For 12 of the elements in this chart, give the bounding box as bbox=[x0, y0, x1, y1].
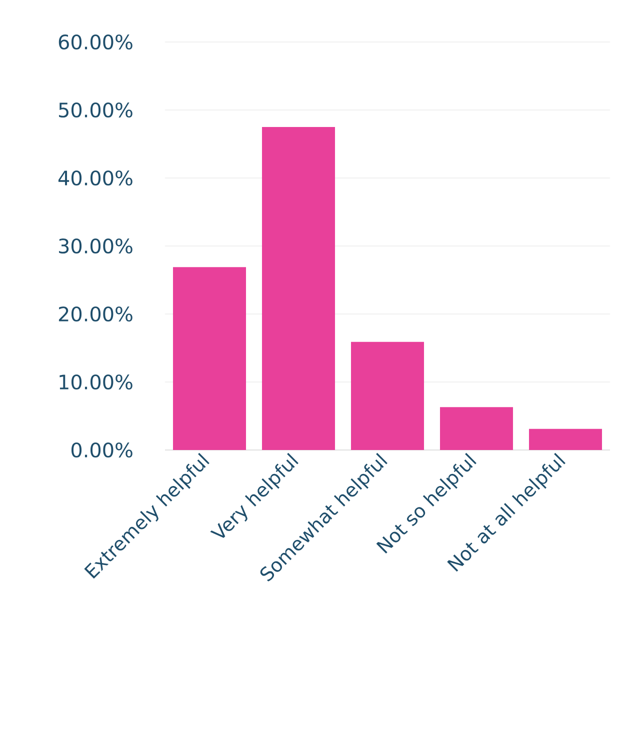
y-tick-label: 0.00% bbox=[71, 442, 132, 458]
bar bbox=[528, 428, 602, 450]
y-tick-label: 50.00% bbox=[59, 102, 132, 118]
bar bbox=[350, 342, 424, 450]
y-tick-label: 10.00% bbox=[60, 374, 132, 390]
y-tick-label: 20.00% bbox=[58, 306, 132, 322]
y-tick-label: 40.00% bbox=[58, 170, 132, 186]
bar bbox=[173, 267, 246, 450]
y-tick-label: 60.00% bbox=[58, 34, 132, 50]
bar bbox=[262, 126, 335, 450]
y-tick-label: 30.00% bbox=[59, 238, 132, 254]
bar bbox=[440, 407, 513, 450]
